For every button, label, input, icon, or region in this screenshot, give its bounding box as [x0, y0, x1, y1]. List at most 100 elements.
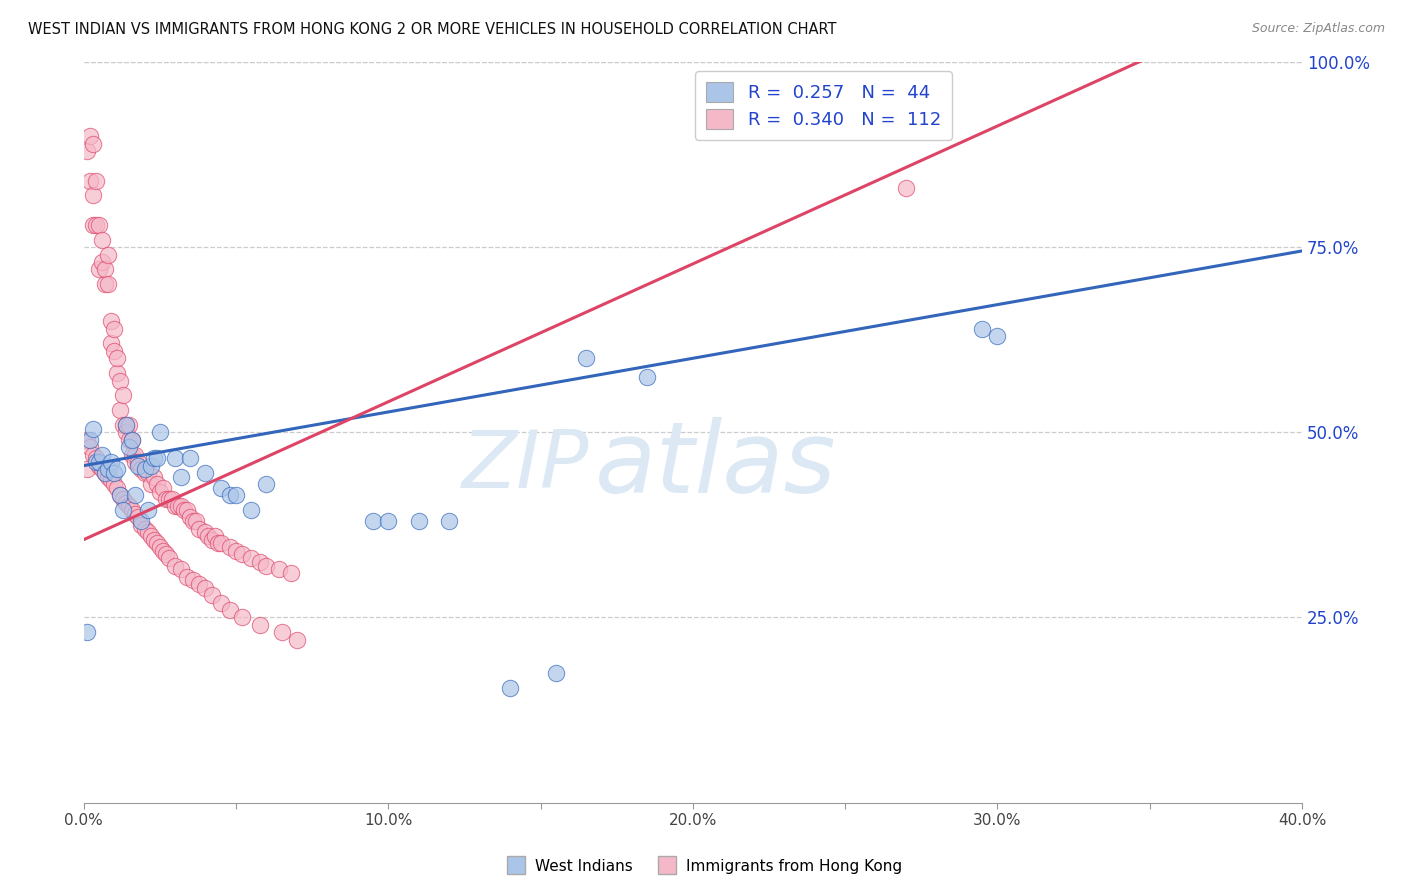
- Point: [115, 425, 138, 440]
- Point: [136, 466, 159, 480]
- Point: [76, 625, 98, 640]
- Point: [194, 581, 217, 595]
- Point: [76, 433, 98, 447]
- Point: [285, 632, 308, 647]
- Point: [105, 366, 128, 380]
- Point: [136, 525, 159, 540]
- Point: [100, 336, 122, 351]
- Point: [249, 617, 271, 632]
- Point: [209, 481, 232, 495]
- Point: [139, 458, 162, 473]
- Point: [152, 481, 174, 495]
- Point: [163, 558, 186, 573]
- Point: [112, 491, 135, 506]
- Point: [181, 514, 204, 528]
- Point: [84, 451, 107, 466]
- Point: [254, 558, 277, 573]
- Point: [207, 536, 229, 550]
- Point: [157, 551, 180, 566]
- Point: [200, 588, 222, 602]
- Point: [108, 488, 131, 502]
- Point: [103, 321, 125, 335]
- Point: [103, 477, 125, 491]
- Point: [87, 218, 110, 232]
- Point: [124, 448, 146, 462]
- Point: [97, 277, 120, 292]
- Point: [163, 500, 186, 514]
- Point: [100, 455, 122, 469]
- Point: [240, 551, 263, 566]
- Point: [94, 466, 117, 480]
- Point: [134, 466, 156, 480]
- Point: [499, 681, 522, 695]
- Point: [149, 540, 172, 554]
- Point: [163, 451, 186, 466]
- Point: [100, 314, 122, 328]
- Point: [79, 433, 101, 447]
- Point: [240, 503, 263, 517]
- Point: [894, 181, 917, 195]
- Point: [131, 514, 153, 528]
- Point: [160, 491, 183, 506]
- Point: [115, 417, 138, 432]
- Point: [97, 469, 120, 483]
- Point: [76, 144, 98, 158]
- Point: [179, 451, 201, 466]
- Point: [218, 540, 240, 554]
- Point: [170, 469, 193, 483]
- Point: [218, 603, 240, 617]
- Point: [115, 496, 138, 510]
- Point: [84, 455, 107, 469]
- Point: [121, 448, 143, 462]
- Point: [149, 484, 172, 499]
- Point: [225, 543, 247, 558]
- Point: [157, 491, 180, 506]
- Point: [108, 374, 131, 388]
- Point: [361, 514, 384, 528]
- Text: Source: ZipAtlas.com: Source: ZipAtlas.com: [1251, 22, 1385, 36]
- Point: [209, 596, 232, 610]
- Point: [155, 548, 177, 562]
- Point: [79, 440, 101, 454]
- Point: [142, 469, 165, 483]
- Point: [267, 562, 290, 576]
- Point: [131, 462, 153, 476]
- Text: ZIP: ZIP: [463, 426, 589, 505]
- Point: [121, 433, 143, 447]
- Legend: West Indians, Immigrants from Hong Kong: West Indians, Immigrants from Hong Kong: [498, 853, 908, 880]
- Point: [986, 329, 1008, 343]
- Point: [94, 277, 117, 292]
- Point: [118, 500, 141, 514]
- Point: [103, 466, 125, 480]
- Point: [972, 321, 994, 335]
- Point: [94, 262, 117, 277]
- Point: [149, 425, 172, 440]
- Point: [90, 233, 112, 247]
- Point: [90, 448, 112, 462]
- Point: [105, 351, 128, 366]
- Point: [82, 448, 104, 462]
- Point: [176, 503, 198, 517]
- Point: [209, 536, 232, 550]
- Point: [124, 507, 146, 521]
- Point: [97, 247, 120, 261]
- Point: [142, 533, 165, 547]
- Point: [127, 510, 149, 524]
- Point: [124, 455, 146, 469]
- Point: [145, 536, 167, 550]
- Point: [575, 351, 598, 366]
- Point: [408, 514, 430, 528]
- Point: [105, 462, 128, 476]
- Point: [118, 433, 141, 447]
- Point: [155, 491, 177, 506]
- Point: [112, 503, 135, 517]
- Point: [82, 218, 104, 232]
- Point: [84, 218, 107, 232]
- Point: [124, 488, 146, 502]
- Point: [225, 488, 247, 502]
- Point: [231, 610, 253, 624]
- Point: [188, 577, 211, 591]
- Point: [87, 458, 110, 473]
- Point: [145, 451, 167, 466]
- Text: atlas: atlas: [595, 417, 837, 514]
